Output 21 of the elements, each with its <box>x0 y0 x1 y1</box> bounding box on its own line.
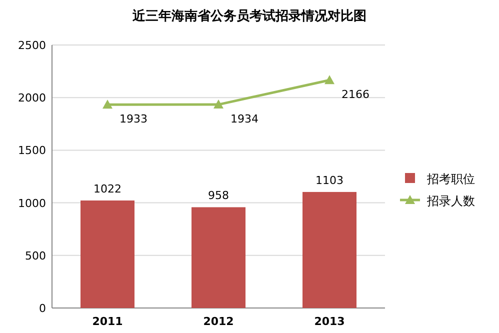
y-tick-label: 500 <box>25 249 46 262</box>
legend-label: 招考职位 <box>426 172 475 186</box>
x-tick-label: 2011 <box>92 315 123 328</box>
point <box>324 75 334 84</box>
x-tick-label: 2013 <box>314 315 345 328</box>
y-tick-label: 1500 <box>18 144 46 158</box>
chart-title: 近三年海南省公务员考试招录情况对比图 <box>132 8 366 24</box>
y-tick-label: 2000 <box>18 92 46 105</box>
data-label: 2166 <box>342 88 370 102</box>
data-label: 1934 <box>230 112 258 126</box>
data-label: 958 <box>208 189 229 202</box>
data-label: 1022 <box>94 182 122 196</box>
data-label: 1933 <box>120 112 148 126</box>
point <box>102 100 112 109</box>
data-label: 1103 <box>316 174 344 187</box>
x-tick-label: 2012 <box>203 315 234 328</box>
y-tick-label: 0 <box>39 302 46 315</box>
y-tick-label: 1000 <box>18 196 46 210</box>
legend-label: 招录人数 <box>426 194 475 208</box>
y-tick-label: 2500 <box>18 39 46 52</box>
point <box>214 100 224 109</box>
